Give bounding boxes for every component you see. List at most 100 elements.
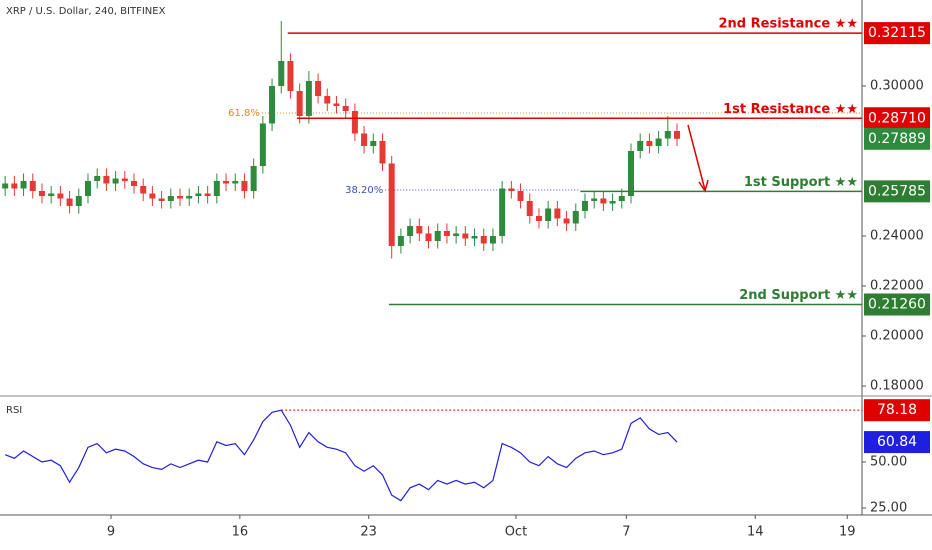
candle-body	[232, 181, 239, 184]
rsi-line	[4, 409, 678, 502]
candle-body	[517, 191, 524, 201]
level-label: 0.32115	[868, 25, 926, 41]
x-tick-label: 9	[107, 525, 115, 540]
candle-body	[637, 141, 644, 151]
level-box	[864, 180, 930, 203]
candle-body	[324, 96, 331, 104]
candle-body	[11, 183, 18, 189]
candle-body	[305, 81, 312, 116]
candle-body	[664, 131, 671, 139]
level-box	[864, 22, 930, 45]
candle-body	[333, 103, 340, 106]
y-tick-label: 0.30000	[870, 79, 924, 94]
candle-body	[84, 181, 91, 196]
candle-body	[20, 181, 27, 189]
candle-body	[397, 236, 404, 246]
candle-body	[489, 236, 496, 244]
candle-body	[379, 141, 386, 164]
x-tick-label: 14	[747, 525, 764, 540]
candle-body	[94, 176, 101, 181]
candle-body	[655, 138, 662, 146]
x-tick-label: 23	[360, 525, 377, 540]
candle-body	[674, 131, 681, 139]
y-tick-label: 0.24000	[870, 229, 924, 244]
candle-body	[241, 181, 248, 191]
candle-body	[204, 193, 211, 196]
candle-body	[425, 233, 432, 241]
candle-body	[554, 208, 561, 219]
rsi-tick-label: 50.00	[870, 455, 907, 470]
candle-body	[315, 81, 322, 96]
candle-body	[66, 198, 73, 206]
candle-body	[223, 181, 230, 184]
fib-label: 61.8%	[228, 108, 260, 119]
level-box	[864, 293, 930, 316]
x-tick-label: Oct	[505, 525, 527, 540]
candle-body	[480, 236, 487, 244]
level-label: 0.25785	[868, 183, 926, 199]
candle-body	[342, 106, 349, 111]
candle-body	[250, 166, 257, 191]
candle-body	[296, 91, 303, 116]
last-price-box	[864, 127, 930, 150]
candle-body	[57, 193, 64, 199]
candle-body	[572, 211, 579, 224]
candle-body	[38, 191, 45, 196]
candle-body	[627, 151, 634, 196]
candle-body	[591, 198, 598, 201]
candle-body	[462, 233, 469, 239]
candle-body	[508, 188, 515, 191]
chart-title: XRP / U.S. Dollar, 240, BITFINEX	[6, 6, 166, 17]
candle-body	[388, 163, 395, 246]
candle-body	[499, 188, 506, 236]
candle-body	[581, 201, 588, 211]
candle-body	[29, 181, 36, 191]
candle-body	[600, 198, 607, 204]
level-label: 0.28710	[868, 110, 926, 126]
candle-body	[186, 196, 193, 199]
candle-body	[177, 196, 184, 199]
last-price-label: 0.27889	[868, 131, 926, 147]
candle-body	[545, 208, 552, 221]
forecast-arrow	[687, 124, 706, 191]
level-box	[864, 107, 930, 130]
candle-body	[618, 196, 625, 201]
candle-body	[149, 193, 156, 199]
candle-body	[278, 61, 285, 86]
candle-body	[158, 198, 165, 201]
candle-body	[361, 133, 368, 146]
x-tick-label: 7	[622, 525, 630, 540]
fib-label: 38.20%	[345, 185, 383, 196]
rsi-title: RSI	[6, 405, 22, 416]
candle-body	[287, 61, 294, 91]
rsi-level-box	[864, 399, 930, 422]
candle-body	[48, 193, 55, 196]
level-name: 2nd Support ★★	[739, 288, 858, 303]
candle-body	[609, 201, 616, 204]
rsi-tick-label: 25.00	[870, 501, 907, 516]
candle-body	[213, 181, 220, 196]
candle-body	[434, 231, 441, 241]
candle-body	[75, 196, 82, 206]
candle-body	[2, 183, 9, 189]
candle-body	[370, 141, 377, 146]
candle-body	[103, 176, 110, 184]
y-tick-label: 0.18000	[870, 379, 924, 394]
candle-body	[131, 181, 138, 186]
candle-body	[351, 111, 358, 134]
candle-body	[453, 233, 460, 236]
level-name: 1st Support ★★	[744, 175, 858, 190]
y-tick-label: 0.22000	[870, 279, 924, 294]
candle-body	[112, 178, 119, 184]
candle-body	[167, 196, 174, 201]
x-tick-label: 19	[839, 525, 856, 540]
x-tick-label: 16	[232, 525, 249, 540]
level-name: 1st Resistance ★★	[723, 102, 858, 117]
candle-body	[646, 141, 653, 146]
y-tick-label: 0.20000	[870, 329, 924, 344]
candle-body	[526, 201, 533, 216]
candle-body	[443, 231, 450, 236]
candle-body	[195, 193, 202, 196]
level-name: 2nd Resistance ★★	[719, 17, 859, 32]
level-label: 0.21260	[868, 297, 926, 313]
